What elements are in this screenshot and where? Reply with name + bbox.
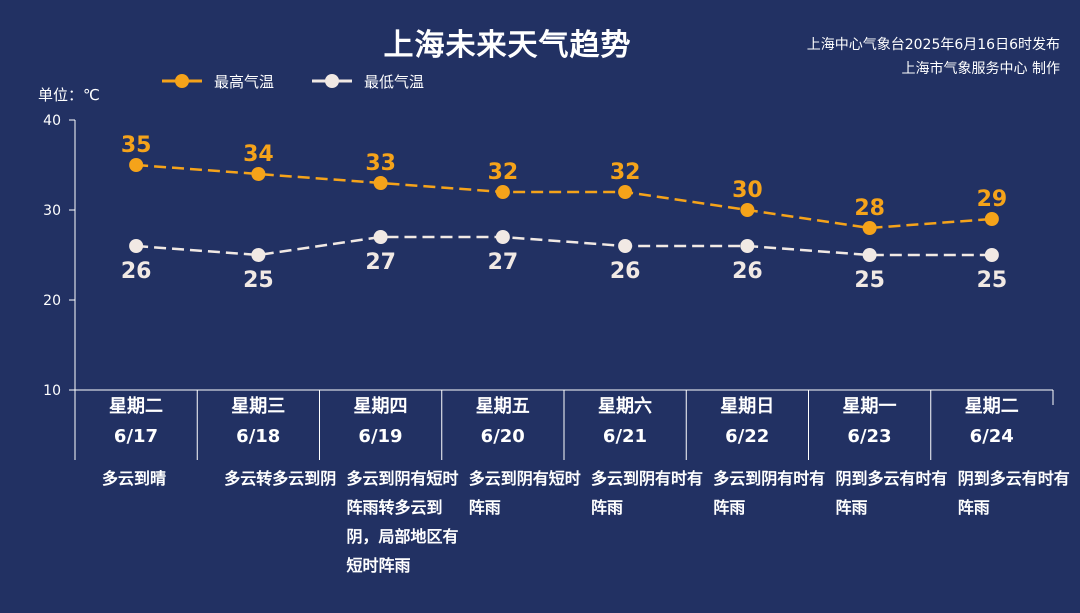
- y-tick-label: 30: [43, 203, 61, 219]
- min-temp-label: 26: [610, 259, 641, 284]
- day-header: 星期三 6/18: [197, 392, 319, 460]
- legend-min-label: 最低气温: [364, 72, 425, 91]
- y-tick-label: 10: [43, 383, 61, 399]
- max-temp-point: [740, 203, 755, 217]
- min-temp-point: [251, 248, 266, 262]
- weekday-label: 星期一: [842, 396, 897, 417]
- weather-condition: 多云到阴有时有阵雨: [591, 469, 704, 517]
- max-temp-point: [618, 185, 633, 199]
- min-temp-label: 25: [977, 268, 1008, 293]
- min-temp-label: 27: [488, 250, 519, 275]
- weather-condition: 多云到阴有短时阵雨转多云到阴，局部地区有短时阵雨: [346, 469, 459, 575]
- weekday-label: 星期三: [231, 396, 286, 417]
- max-temp-label: 32: [488, 160, 519, 185]
- weather-condition: 阴到多云有时有阵雨: [835, 469, 948, 517]
- legend-max-temp: 最高气温: [160, 70, 274, 92]
- max-temp-label: 32: [610, 160, 641, 185]
- day-header: 星期日 6/22: [686, 392, 808, 460]
- min-temp-point: [740, 239, 755, 253]
- min-temp-point: [984, 248, 999, 262]
- date-label: 6/17: [113, 426, 159, 447]
- max-temp-label: 28: [854, 196, 885, 221]
- max-temp-point: [251, 167, 266, 181]
- weekday-label: 星期六: [598, 396, 652, 417]
- max-temp-point: [373, 176, 388, 190]
- weekday-label: 星期五: [475, 396, 530, 417]
- weekday-label: 星期日: [720, 396, 775, 417]
- max-temp-label: 34: [243, 142, 274, 167]
- legend-max-label: 最高气温: [214, 72, 275, 91]
- max-temp-point: [495, 185, 510, 199]
- day-header: 星期二 6/17: [75, 392, 197, 460]
- max-temp-point: [984, 212, 999, 226]
- date-label: 6/22: [725, 426, 770, 447]
- max-temp-label: 35: [121, 133, 152, 158]
- weather-condition: 多云转多云到阴: [224, 469, 337, 488]
- legend-min-marker-icon: [312, 74, 352, 88]
- issuer-text: 上海中心气象台2025年6月16日6时发布: [806, 37, 1060, 53]
- min-temp-point: [618, 239, 633, 253]
- chart-title: 上海未来天气趋势: [383, 28, 632, 63]
- min-temp-label: 26: [732, 259, 763, 284]
- date-label: 6/19: [358, 426, 403, 447]
- min-temp-label: 26: [121, 259, 152, 284]
- day-header: 星期六 6/21: [564, 392, 686, 460]
- date-label: 6/21: [602, 426, 648, 447]
- max-temp-point: [129, 158, 144, 172]
- weather-condition: 阴到多云有时有阵雨: [957, 469, 1070, 517]
- weekday-label: 星期二: [964, 396, 1019, 417]
- date-label: 6/24: [969, 426, 1014, 447]
- legend-max-marker-icon: [162, 74, 202, 88]
- day-header: 星期二 6/24: [931, 392, 1053, 460]
- producer-text: 上海市气象服务中心 制作: [901, 61, 1060, 77]
- weather-condition: 多云到阴有时有阵雨: [713, 469, 826, 517]
- max-temp-label: 29: [977, 187, 1008, 212]
- date-label: 6/20: [480, 426, 525, 447]
- min-temp-label: 25: [243, 268, 274, 293]
- max-temp-label: 33: [365, 151, 396, 176]
- min-temp-point: [862, 248, 877, 262]
- min-temp-point: [373, 230, 388, 244]
- y-axis-unit-label: 单位：℃: [38, 86, 100, 104]
- day-header: 星期四 6/19: [320, 392, 442, 460]
- max-temp-label: 30: [732, 178, 763, 203]
- min-temp-label: 27: [365, 250, 396, 275]
- legend-min-temp: 最低气温: [310, 70, 424, 92]
- day-header: 星期五 6/20: [442, 392, 564, 460]
- min-temp-label: 25: [854, 268, 885, 293]
- date-label: 6/18: [236, 426, 281, 447]
- day-header: 星期一 6/23: [809, 392, 931, 460]
- y-tick-label: 20: [43, 293, 61, 309]
- min-temp-point: [129, 239, 144, 253]
- y-tick-label: 40: [43, 113, 61, 129]
- weekday-label: 星期四: [353, 396, 408, 417]
- date-label: 6/23: [847, 426, 892, 447]
- max-temp-point: [862, 221, 877, 235]
- min-temp-point: [495, 230, 510, 244]
- weather-condition: 多云到阴有短时阵雨: [468, 469, 581, 517]
- weather-condition: 多云到晴: [102, 469, 167, 488]
- weekday-label: 星期二: [109, 396, 163, 417]
